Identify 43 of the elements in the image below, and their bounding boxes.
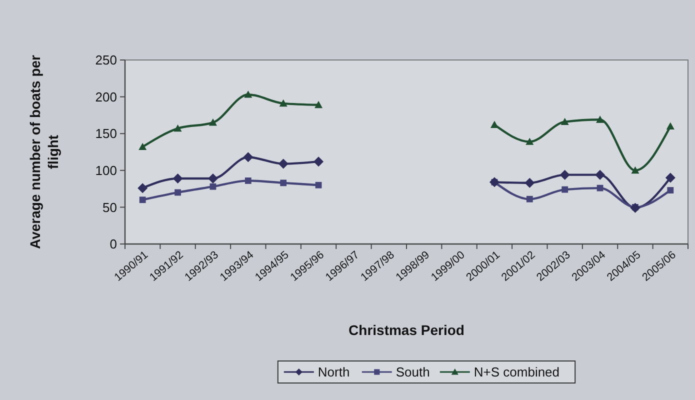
- point: [524, 178, 535, 188]
- point: [667, 187, 674, 194]
- point: [526, 138, 534, 145]
- point: [630, 202, 640, 213]
- point: [560, 170, 570, 180]
- point: [595, 170, 606, 180]
- point: [562, 186, 568, 193]
- point: [174, 189, 181, 196]
- point: [631, 166, 640, 174]
- legend-label: South: [396, 364, 430, 380]
- legend-label: North: [318, 364, 350, 380]
- point: [314, 100, 323, 108]
- point: [596, 184, 604, 192]
- point: [243, 152, 254, 162]
- y-tick-label: 250: [95, 52, 117, 68]
- point: [560, 118, 569, 126]
- point: [210, 183, 216, 190]
- point: [174, 124, 182, 132]
- point: [526, 196, 533, 202]
- point: [208, 118, 217, 126]
- point: [280, 180, 287, 186]
- point: [314, 156, 324, 167]
- point: [208, 173, 218, 184]
- point: [665, 172, 676, 183]
- point: [138, 142, 147, 150]
- y-tick-label: 0: [110, 236, 117, 252]
- y-tick-label: 200: [95, 89, 117, 104]
- point: [139, 196, 146, 204]
- x-axis-title: Christmas Period: [348, 322, 464, 338]
- point: [172, 173, 183, 184]
- point: [278, 158, 288, 169]
- point: [596, 116, 604, 123]
- point: [279, 99, 288, 107]
- legend-label: N+S combined: [474, 364, 560, 380]
- y-tick-label: 100: [95, 162, 117, 178]
- point: [666, 122, 674, 130]
- point: [244, 178, 252, 184]
- y-axis-title: Average number of boats per flight: [27, 54, 61, 249]
- point: [138, 183, 148, 194]
- point: [315, 182, 322, 188]
- point: [244, 90, 252, 98]
- y-tick-label: 150: [95, 126, 117, 142]
- y-tick-label: 50: [102, 200, 117, 215]
